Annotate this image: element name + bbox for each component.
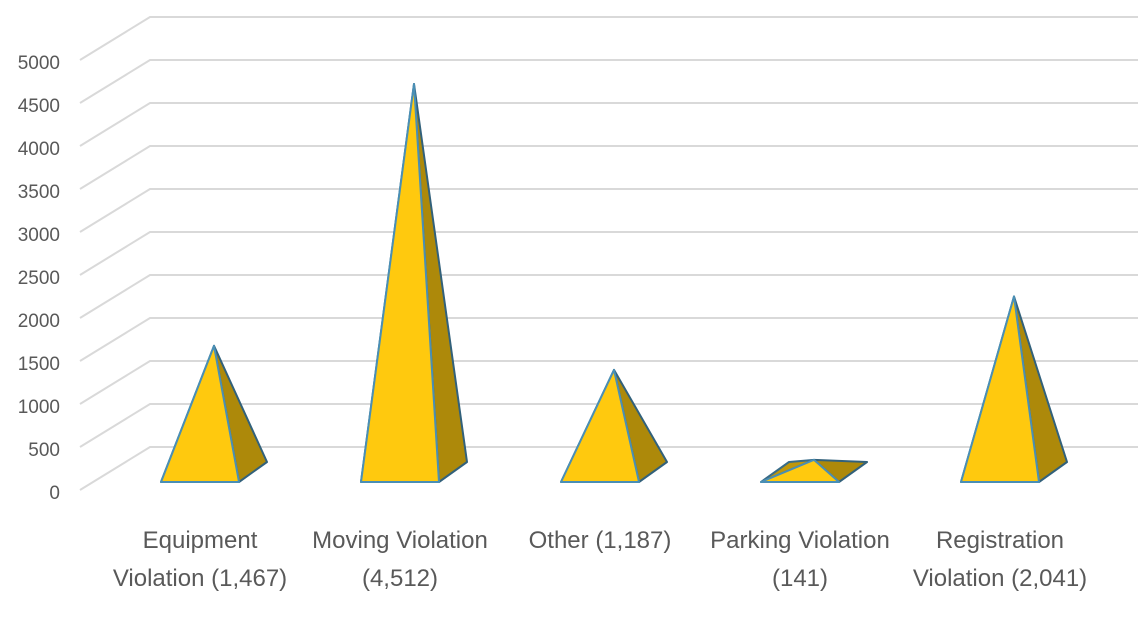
pyramid-front (960, 295, 1040, 483)
y-tick-label: 500 (28, 440, 60, 461)
y-tick-label: 1500 (18, 354, 60, 375)
grid-line (79, 360, 1138, 405)
pyramid-front (160, 344, 240, 483)
y-tick-label: 2500 (18, 268, 60, 289)
pyramid-front (760, 458, 840, 483)
grid-line (79, 231, 1138, 276)
x-tick-label: Other (1,187) (528, 527, 672, 554)
grid-line (79, 188, 1138, 233)
y-tick-label: 3000 (18, 225, 60, 246)
grid-line (79, 446, 1138, 491)
pyramid (960, 295, 1068, 483)
x-tick-label: Moving Violation (4,512) (312, 527, 488, 592)
y-tick-label: 4500 (18, 96, 60, 117)
pyramid (760, 458, 868, 483)
pyramid (560, 368, 668, 483)
x-tick-label: Equipment Violation (1,467) (112, 527, 288, 592)
pyramid (160, 344, 268, 483)
grid-line (79, 16, 1138, 61)
pyramid-front (560, 368, 640, 483)
y-tick-label: 1000 (18, 397, 60, 418)
pyramid (360, 82, 468, 483)
y-tick-label: 2000 (18, 311, 60, 332)
pyramid-front (360, 82, 440, 483)
x-tick-label: Registration Violation (2,041) (912, 527, 1088, 592)
y-tick-label: 4000 (18, 139, 60, 160)
grid-line (79, 59, 1138, 104)
y-tick-label: 3500 (18, 182, 60, 203)
grid-line (79, 145, 1138, 190)
x-tick-label: Parking Violation (141) (710, 527, 890, 592)
y-tick-label: 0 (49, 483, 60, 504)
grid-line (79, 102, 1138, 147)
grid-line (79, 403, 1138, 448)
y-tick-label: 5000 (18, 53, 60, 74)
grid-line (79, 274, 1138, 319)
grid-line (79, 317, 1138, 362)
